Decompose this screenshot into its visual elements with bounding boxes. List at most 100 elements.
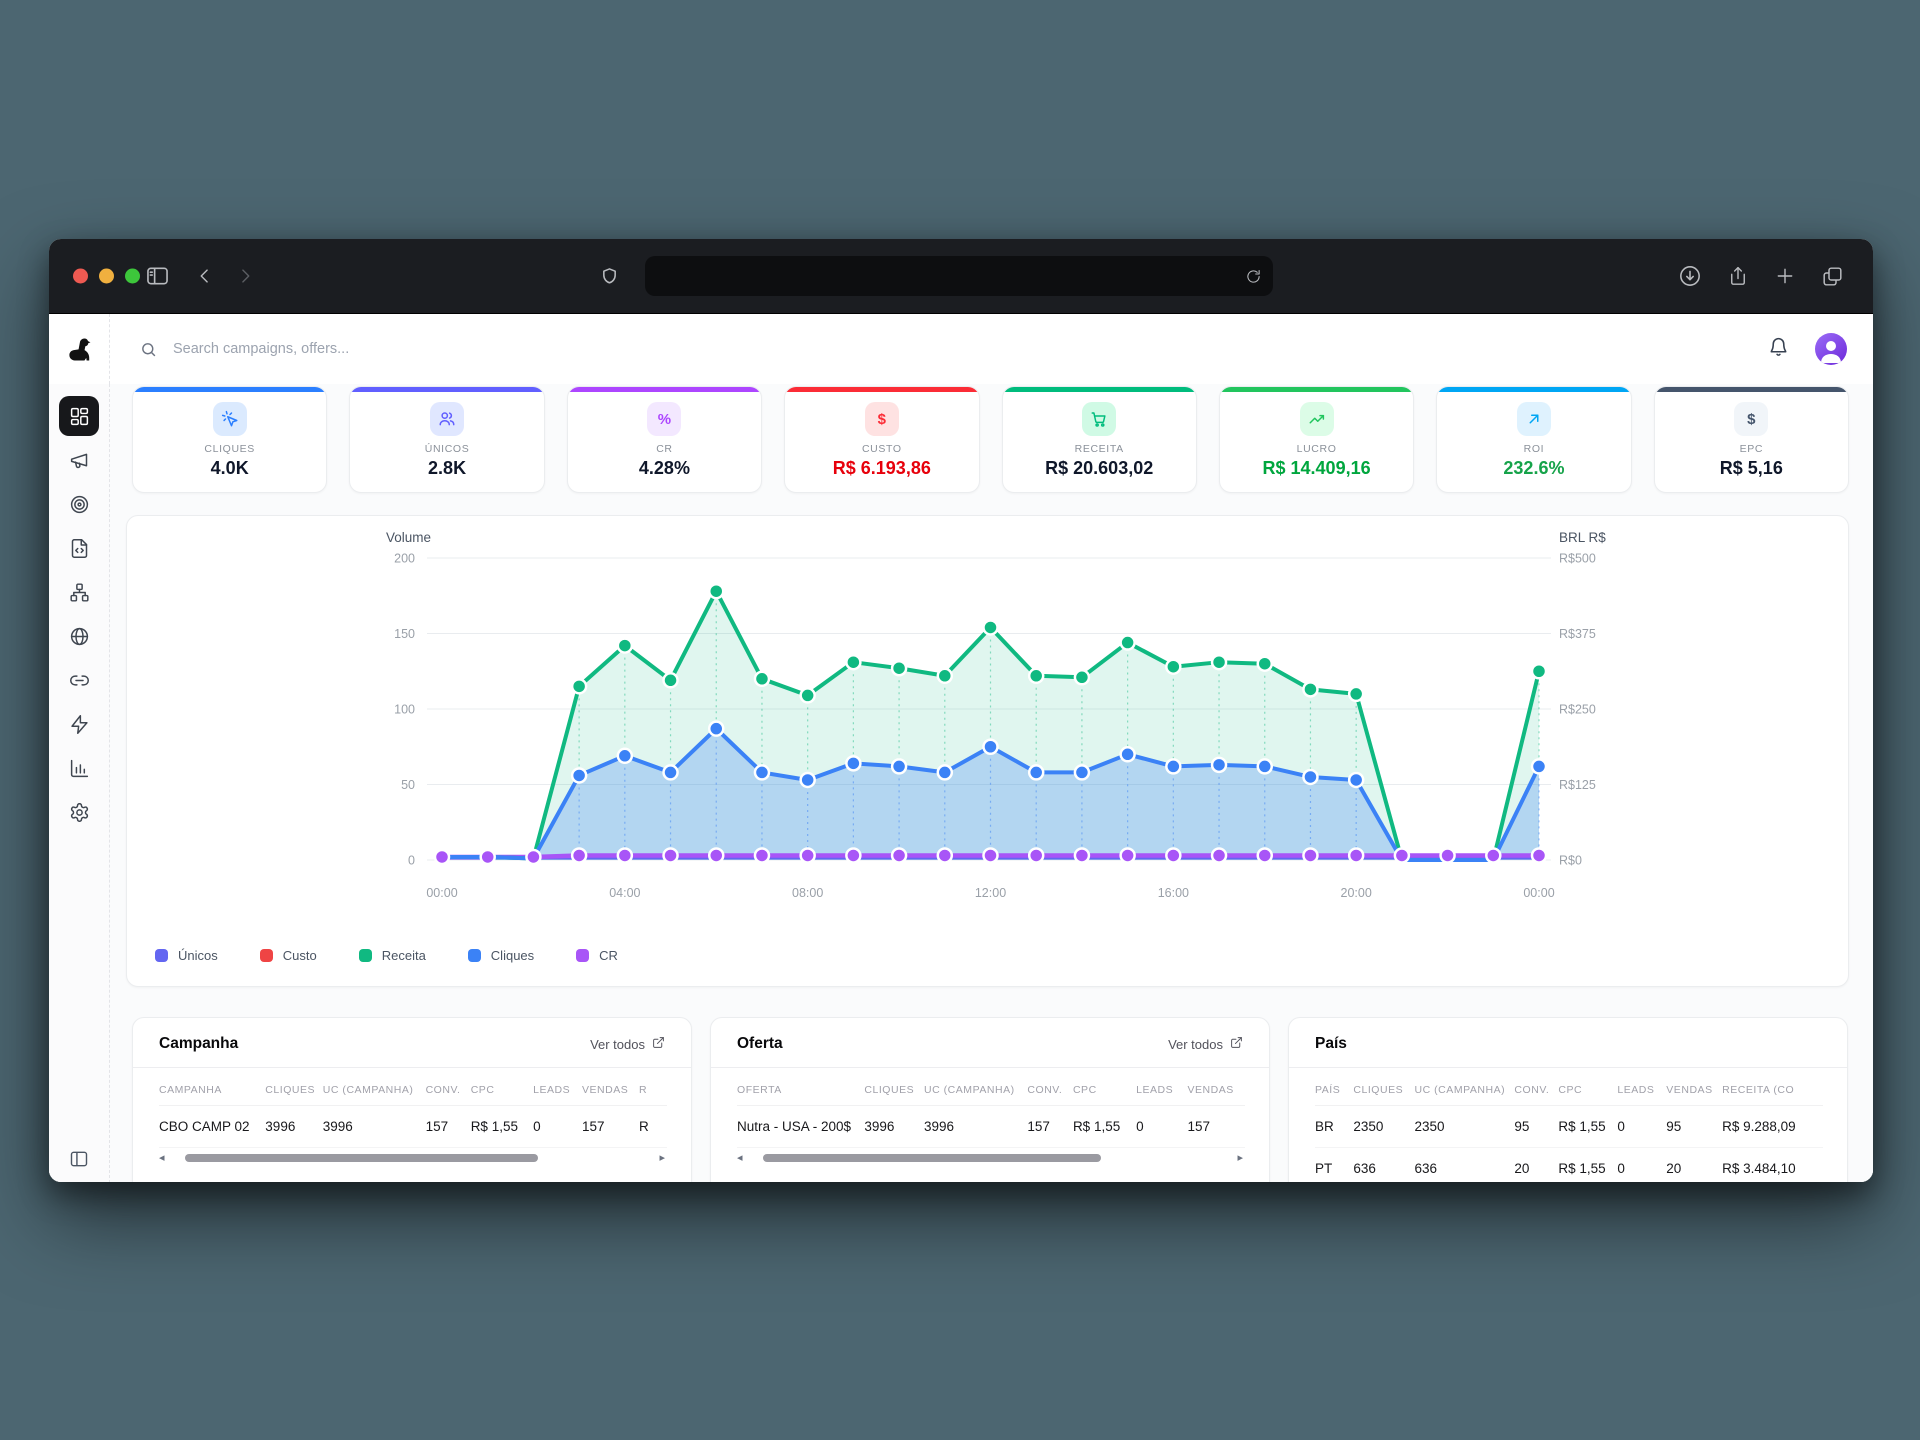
external-link-icon: [652, 1036, 665, 1052]
legend-label: Custo: [282, 948, 317, 963]
table-scrollbar[interactable]: ◂ ▸: [159, 1151, 665, 1165]
global-search[interactable]: [140, 340, 1768, 358]
table-cell: 95: [1514, 1105, 1559, 1148]
table-cell: R: [638, 1105, 667, 1148]
sidebar-item-offers[interactable]: [59, 484, 99, 524]
sidebar-item-settings[interactable]: [59, 792, 99, 832]
table-row[interactable]: BR 2350 2350 95 R$ 1,55 0 95 R$ 9.288,09: [1315, 1105, 1823, 1148]
table-row[interactable]: Nutra - USA - 200$ 3996 3996 157 R$ 1,55 0 157: [737, 1105, 1245, 1148]
svg-text:R$500: R$500: [1559, 552, 1596, 566]
legend-item-cliques[interactable]: Cliques: [467, 948, 535, 963]
scrollbar-thumb[interactable]: [763, 1154, 1102, 1162]
shield-icon[interactable]: [601, 267, 618, 286]
table-card-campanha: Campanha Ver todos CAMPANHA CLIQUES UC (CAMP…: [132, 1017, 692, 1182]
svg-text:0: 0: [408, 854, 415, 868]
new-tab-icon[interactable]: [1775, 265, 1795, 287]
downloads-icon[interactable]: [1679, 265, 1701, 287]
zoom-window-button[interactable]: [125, 268, 140, 284]
scrollbar-track[interactable]: [749, 1154, 1232, 1162]
table-cell: 2350: [1414, 1105, 1515, 1148]
ver-todos-link[interactable]: Ver todos: [1168, 1036, 1243, 1052]
column-header: UC (CAMPANHA): [1414, 1072, 1515, 1106]
sidebar-item-integrations[interactable]: [59, 704, 99, 744]
close-window-button[interactable]: [73, 268, 88, 284]
dashboard-icon: [70, 407, 88, 425]
kpi-custo-icon: $: [864, 402, 899, 436]
search-input[interactable]: [171, 340, 1768, 358]
browser-window: CLIQUES 4.0K ÚNICOS 2.8K% CR 4.28% $ CUSTO R$ 6.…: [49, 239, 1873, 1182]
collapse-sidebar-icon[interactable]: [49, 1149, 109, 1169]
settings-icon: [70, 802, 88, 822]
scroll-right-arrow[interactable]: ▸: [1237, 1151, 1243, 1164]
kpi-card-receita: RECEITA R$ 20.603,02: [1001, 386, 1197, 493]
address-bar[interactable]: [645, 256, 1273, 296]
summary-tables-row: Campanha Ver todos CAMPANHA CLIQUES UC (CAMP…: [132, 1017, 1849, 1182]
table-cell: R$ 1,55: [470, 1105, 534, 1148]
notifications-bell-icon[interactable]: [1768, 336, 1789, 362]
scroll-left-arrow[interactable]: ◂: [737, 1151, 743, 1164]
sidebar-item-funnels[interactable]: [59, 572, 99, 612]
table-cell: 157: [1187, 1105, 1245, 1148]
scroll-right-arrow[interactable]: ▸: [659, 1151, 665, 1164]
reports-icon: [70, 759, 88, 777]
kpi-value: 2.8K: [428, 458, 467, 478]
table-cell: R$ 3.484,10: [1722, 1147, 1823, 1182]
browser-toolbar: [49, 239, 1873, 314]
scroll-left-arrow[interactable]: ◂: [159, 1151, 165, 1164]
links-icon: [69, 674, 89, 686]
legend-item-custo[interactable]: Custo: [259, 948, 317, 963]
tab-overview-icon[interactable]: [1822, 265, 1843, 287]
legend-label: Cliques: [490, 948, 535, 963]
data-table: CAMPANHA CLIQUES UC (CAMPANHA) CONV. CPC LEAD…: [159, 1072, 667, 1148]
legend-item-cr[interactable]: CR: [576, 948, 618, 963]
sidebar-toggle-icon[interactable]: [147, 267, 168, 285]
reload-icon[interactable]: [1246, 269, 1261, 284]
table-row[interactable]: CBO CAMP 02 3996 3996 157 R$ 1,55 0 157 R: [159, 1105, 667, 1148]
sidebar-item-domains[interactable]: [59, 616, 99, 656]
table-cell: R$ 9.288,09: [1722, 1105, 1823, 1148]
kpi-roi-icon: [1516, 402, 1551, 436]
sidebar-item-reports[interactable]: [59, 748, 99, 788]
share-icon[interactable]: [1728, 265, 1748, 287]
kpi-lucro-icon: [1299, 402, 1334, 436]
legend-item-unicos[interactable]: Únicos: [155, 948, 218, 963]
table-cell: 636: [1414, 1147, 1515, 1182]
volume-chart: 0 R$0 50 R$125 100 R$250 150 R$375 200 R$500 Volum…: [386, 530, 1606, 900]
column-header: CLIQUES: [265, 1072, 323, 1106]
column-header: CONV.: [425, 1072, 471, 1106]
scrollbar-track[interactable]: [171, 1154, 654, 1162]
back-icon[interactable]: [195, 266, 215, 286]
kpi-accent-bar: [1654, 387, 1848, 392]
kpi-epc-icon: $: [1734, 402, 1769, 436]
svg-text:00:00: 00:00: [426, 886, 457, 900]
sidebar-item-campaigns[interactable]: [59, 440, 99, 480]
kpi-label: CR: [656, 443, 673, 455]
kpi-label: LUCRO: [1296, 443, 1337, 455]
campaigns-icon: [70, 453, 87, 468]
kpi-label: RECEITA: [1074, 443, 1124, 455]
table-row[interactable]: PT 636 636 20 R$ 1,55 0 20 R$ 3.484,10: [1315, 1147, 1823, 1182]
svg-text:12:00: 12:00: [975, 886, 1006, 900]
legend-item-receita[interactable]: Receita: [358, 948, 426, 963]
column-header: OFERTA: [737, 1072, 865, 1106]
scrollbar-thumb[interactable]: [185, 1154, 538, 1162]
kpi-cliques-icon: [212, 402, 247, 436]
sidebar-item-landings[interactable]: [59, 528, 99, 568]
table-cell: 3996: [864, 1105, 924, 1148]
sidebar-item-dashboard[interactable]: [59, 396, 99, 436]
svg-text:200: 200: [394, 552, 415, 566]
column-header: RECEITA (CO: [1722, 1072, 1823, 1106]
minimize-window-button[interactable]: [99, 268, 114, 284]
domains-icon: [70, 627, 88, 645]
address-input[interactable]: [657, 267, 1246, 285]
app-logo[interactable]: [49, 314, 110, 384]
ver-todos-link[interactable]: Ver todos: [590, 1036, 665, 1052]
table-card-header: Campanha Ver todos: [133, 1018, 691, 1068]
forward-icon[interactable]: [235, 266, 255, 286]
column-header: VENDAS: [1187, 1072, 1245, 1106]
sidebar-item-links[interactable]: [59, 660, 99, 700]
legend-swatch: [467, 949, 481, 962]
table-cell: BR: [1315, 1105, 1354, 1148]
user-avatar[interactable]: [1815, 333, 1847, 365]
table-scrollbar[interactable]: ◂ ▸: [737, 1151, 1243, 1165]
